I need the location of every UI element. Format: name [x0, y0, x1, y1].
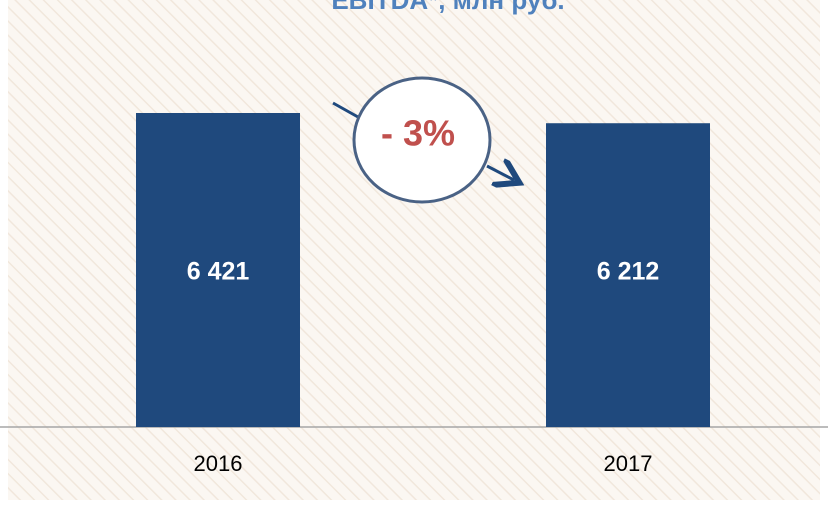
bar [546, 123, 710, 428]
change-label: - 3% [381, 113, 455, 154]
x-tick-label: 2017 [604, 451, 653, 476]
arrow-head [486, 166, 514, 180]
chart-title: EBITDA*, млн руб. [331, 0, 564, 15]
value-label: 6 421 [187, 258, 250, 286]
arrow-tail [332, 101, 359, 119]
bars: 6 421 6 212 [136, 113, 710, 428]
x-tick-label: 2016 [194, 451, 243, 476]
bar [136, 113, 300, 427]
value-label: 6 212 [597, 258, 660, 286]
change-bubble [352, 76, 492, 204]
